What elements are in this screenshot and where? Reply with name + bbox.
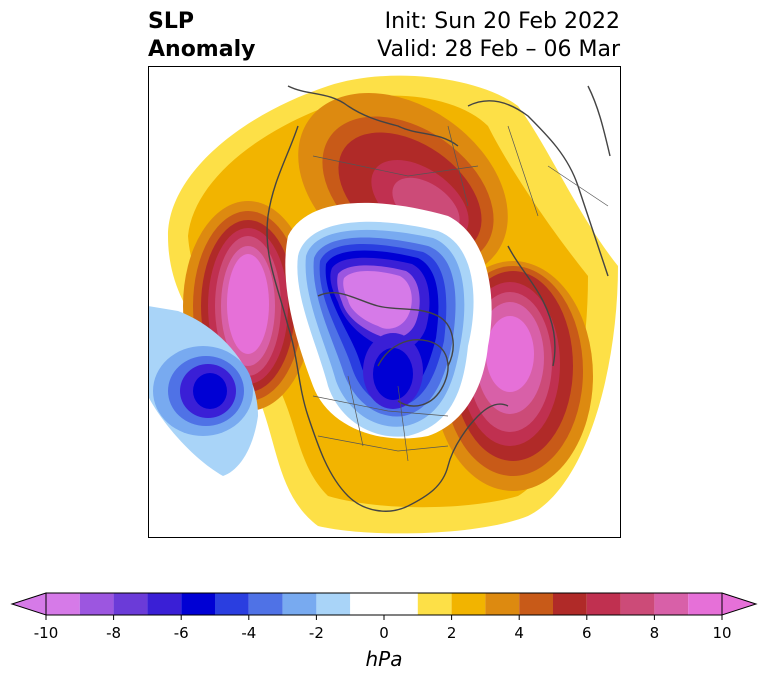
colorbar-tick-label: -8: [106, 624, 121, 642]
colorbar-cell: [350, 593, 418, 615]
coastlines: [266, 85, 611, 512]
colorbar-tick-label: 8: [650, 624, 660, 642]
colorbar-cell: [46, 593, 80, 615]
colorbar-cell: [519, 593, 553, 615]
colorbar-cell: [248, 593, 283, 615]
colorbar-extend-max: [721, 592, 758, 616]
title-left: SLP Anomaly: [148, 8, 255, 64]
borders: [312, 125, 609, 462]
colorbar-cell: [654, 593, 689, 615]
colorbar-unit-label: hPa: [366, 647, 403, 671]
colorbar-tick-label: -6: [174, 624, 189, 642]
colorbar-tick-label: 6: [582, 624, 592, 642]
colorbar-cell: [553, 593, 587, 615]
colorbar-tick-label: 10: [712, 624, 731, 642]
title-variable: SLP: [148, 9, 194, 34]
title-variable-line2: Anomaly: [148, 37, 256, 62]
colorbar-cell: [688, 593, 722, 615]
init-date: Init: Sun 20 Feb 2022: [384, 9, 620, 34]
valid-range: Valid: 28 Feb – 06 Mar: [377, 37, 620, 62]
colorbar-extend-min: [10, 592, 47, 616]
colorbar-cell: [316, 593, 351, 615]
colorbar: -10 -8 -6 -4 -2 0 2 4 6 8 10 hPa: [10, 592, 758, 671]
colorbar-tick-label: 2: [447, 624, 457, 642]
colorbar-tick-label: -2: [309, 624, 324, 642]
colorbar-tick-label: -10: [34, 624, 59, 642]
title-right: Init: Sun 20 Feb 2022 Valid: 28 Feb – 06…: [377, 8, 620, 64]
colorbar-cell: [620, 593, 655, 615]
colorbar-cell: [113, 593, 148, 615]
colorbar-tick-label: -4: [241, 624, 256, 642]
anomaly-map: [148, 66, 621, 538]
colorbar-cell: [147, 593, 182, 615]
colorbar-tick-label: 4: [514, 624, 524, 642]
colorbar-cell: [451, 593, 486, 615]
colorbar-cell: [586, 593, 621, 615]
colorbar-cell: [215, 593, 249, 615]
colorbar-cell: [79, 593, 114, 615]
colorbar-cell: [485, 593, 520, 615]
colorbar-cell: [282, 593, 317, 615]
colorbar-tick-label: 0: [379, 624, 389, 642]
colorbar-cell: [181, 593, 215, 615]
colorbar-cell: [417, 593, 452, 615]
